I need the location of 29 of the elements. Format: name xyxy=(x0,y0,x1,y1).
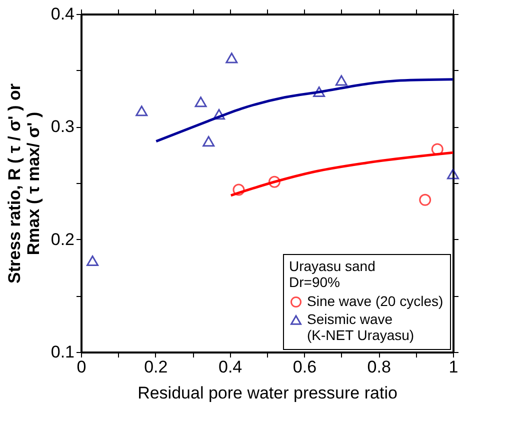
y-tick-label: 0.4 xyxy=(50,4,74,24)
point xyxy=(194,96,207,108)
point xyxy=(202,136,215,147)
y-axis-title: Stress ratio, R ( τ / σ' ) or Rmax ( τ max/ σ' ) xyxy=(4,83,43,284)
x-tick-label: 0 xyxy=(76,358,86,376)
point xyxy=(335,75,348,86)
point xyxy=(431,143,444,156)
x-tick-label: 0.2 xyxy=(144,358,168,376)
point xyxy=(226,52,238,64)
point xyxy=(213,108,226,120)
y-tick-label: 0.1 xyxy=(50,342,74,362)
point xyxy=(232,184,245,196)
y-tick-label: 0.3 xyxy=(50,117,74,136)
x-tick-label: 0.4 xyxy=(218,358,242,376)
y-tick-label: 0.2 xyxy=(50,230,74,249)
point xyxy=(419,194,432,206)
legend-label: Seismic wave (K-NET Urayasu) xyxy=(307,311,414,343)
x-tick-label: 0.8 xyxy=(367,358,391,376)
x-tick-label: 0.6 xyxy=(292,358,317,376)
point xyxy=(313,86,326,98)
point xyxy=(268,176,280,188)
point xyxy=(86,255,99,266)
legend-title: Urayasu sand Dr=90% xyxy=(289,258,376,290)
x-axis-title: Residual pore water pressure ratio xyxy=(138,384,398,402)
x-tick-label: 1 xyxy=(448,358,458,376)
point xyxy=(136,106,148,116)
point xyxy=(447,168,459,180)
line-series xyxy=(154,78,454,143)
legend-label: Sine wave (20 cycles) xyxy=(307,293,444,309)
